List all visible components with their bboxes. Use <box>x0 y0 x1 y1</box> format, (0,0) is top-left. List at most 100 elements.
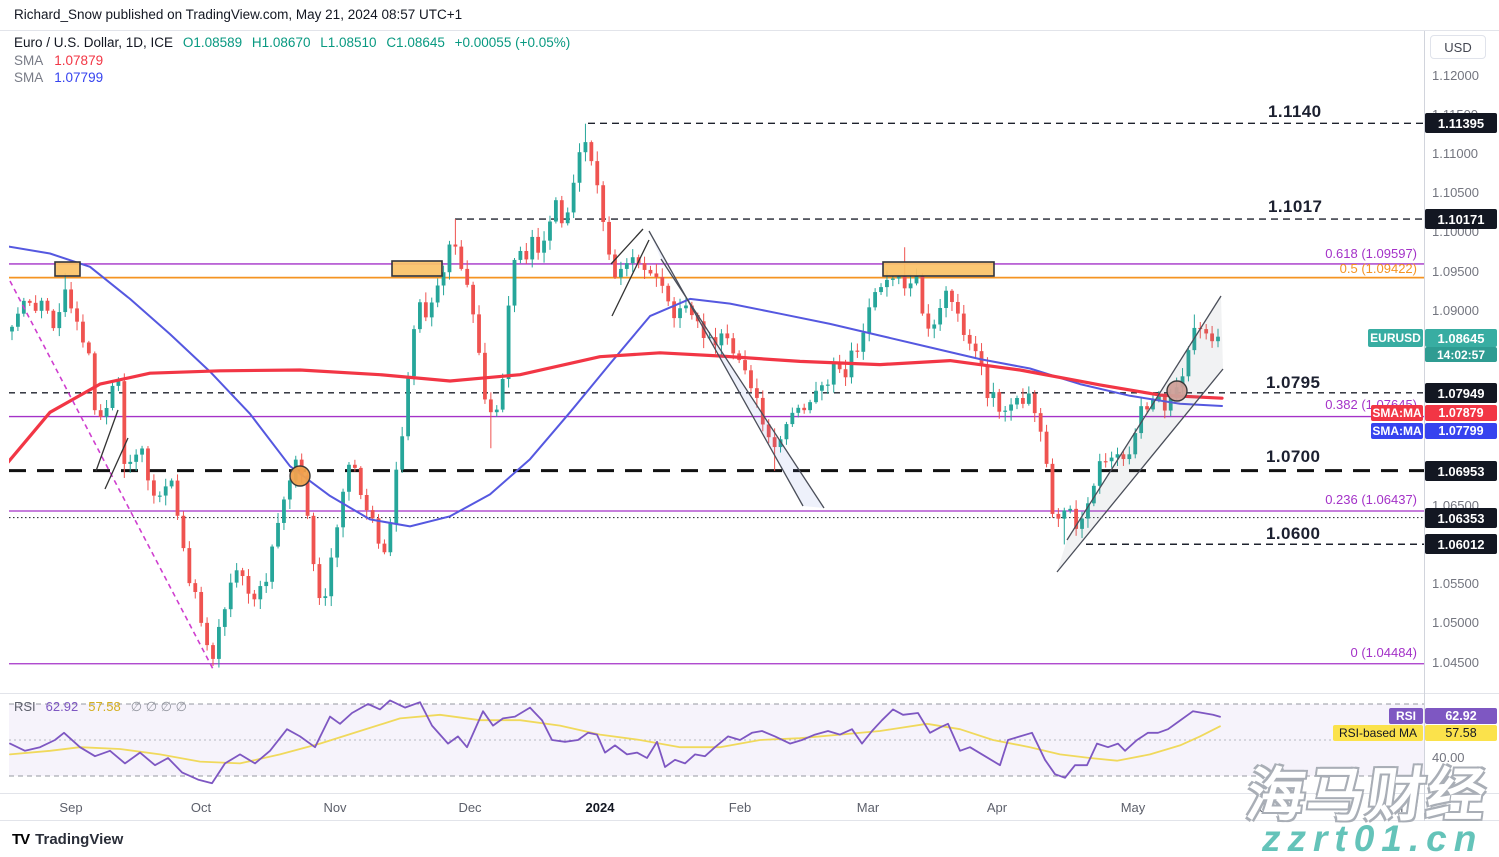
price-tick-1.05000: 1.05000 <box>1432 615 1479 630</box>
supply-zone-box-1[interactable] <box>54 261 81 277</box>
candlestick-series <box>10 123 1220 668</box>
jan-down-channel-fill[interactable] <box>649 231 824 508</box>
time-label-2024[interactable]: 2024 <box>585 800 615 815</box>
rsi-ma-value-flag: 57.58 <box>1425 725 1497 741</box>
sma-blue-flag: SMA:MA <box>1371 423 1423 439</box>
symbol-title: Euro / U.S. Dollar, 1D, ICE <box>14 35 174 50</box>
close-value: C1.08645 <box>386 35 445 50</box>
symbol-legend-row[interactable]: Euro / U.S. Dollar, 1D, ICE O1.08589 H1.… <box>14 35 570 50</box>
sma-red-flag: SMA:MA <box>1371 405 1423 421</box>
high-value: H1.08670 <box>251 35 311 50</box>
rsi-legend-empty-slots: ∅ ∅ ∅ ∅ <box>130 699 187 714</box>
open-value: O1.08589 <box>182 35 243 50</box>
price-axis-divider <box>1424 31 1425 821</box>
low-value: L1.08510 <box>320 35 377 50</box>
level-flag-1.06353: 1.06353 <box>1425 508 1497 528</box>
ohlc-values: O1.08589 H1.08670 L1.08510 C1.08645 +0.0… <box>177 35 570 50</box>
price-tick-1.11000: 1.11000 <box>1432 146 1479 161</box>
price-tick-1.10500: 1.10500 <box>1432 185 1479 200</box>
level-flag-1.07949: 1.07949 <box>1425 383 1497 403</box>
may-up-channel-line-2[interactable] <box>1056 368 1224 573</box>
time-axis-top-divider <box>0 793 1499 794</box>
time-label-Sep[interactable]: Sep <box>59 800 83 815</box>
level-flag-1.06012: 1.06012 <box>1425 534 1497 554</box>
sma-blue-line[interactable] <box>8 245 1223 528</box>
rsi-ma-legend-value: 57.58 <box>88 699 121 714</box>
key-level-label-1.1140: 1.1140 <box>1268 102 1322 121</box>
time-label-Nov[interactable]: Nov <box>323 800 347 815</box>
currency-toggle-button[interactable]: USD <box>1430 35 1486 59</box>
time-label-Oct[interactable]: Oct <box>190 800 212 815</box>
sma2-legend-row[interactable]: SMA 1.07799 <box>14 70 103 85</box>
change-value: +0.00055 (+0.05%) <box>454 35 571 50</box>
supply-zone-box-2[interactable] <box>391 260 443 277</box>
jan-flag-2[interactable] <box>610 228 644 265</box>
tradingview-logo-icon: TV <box>12 831 30 848</box>
sep-flag-2[interactable] <box>104 437 129 490</box>
key-level-label-1.0600: 1.0600 <box>1266 524 1321 543</box>
price-tick-1.05500: 1.05500 <box>1432 576 1479 591</box>
supply-zone-box-3[interactable] <box>882 261 995 277</box>
price-tick-1.09000: 1.09000 <box>1432 303 1479 318</box>
jan-flag-1[interactable] <box>611 239 650 317</box>
time-label-Jul[interactable]: Jul <box>1386 800 1404 815</box>
rsi-axis-tick: 40.00 <box>1432 750 1465 765</box>
bar-countdown: 14:02:57 <box>1425 347 1497 362</box>
fib-label-0.236: 0.236 (1.06437) <box>1325 492 1417 507</box>
price-tick-1.04500: 1.04500 <box>1432 655 1479 670</box>
price-tick-1.09500: 1.09500 <box>1432 264 1479 279</box>
circle-marker-2[interactable] <box>1166 380 1188 402</box>
last-price-flag: 1.08645 <box>1425 329 1497 347</box>
pane-divider <box>0 693 1499 694</box>
price-tick-1.12000: 1.12000 <box>1432 68 1479 83</box>
may-up-channel-line-1[interactable] <box>1066 295 1222 541</box>
rsi-value-flag: 62.92 <box>1425 708 1497 724</box>
footer-brand[interactable]: TV TradingView <box>12 831 123 848</box>
time-axis-bottom-divider <box>0 820 1499 821</box>
level-flag-1.11395: 1.11395 <box>1425 113 1497 133</box>
jan-down-channel-line-1[interactable] <box>648 230 804 507</box>
key-level-label-1.0795: 1.0795 <box>1266 373 1321 392</box>
may-up-channel-fill[interactable] <box>1057 296 1223 572</box>
rsi-ma-flag: RSI-based MA <box>1333 725 1423 741</box>
fib-label-0.5: 0.5 (1.09422) <box>1339 261 1417 276</box>
key-level-label-1.1017: 1.1017 <box>1268 197 1323 216</box>
rsi-based-ma-line[interactable] <box>9 713 1221 765</box>
sma-red-value-flag: 1.07879 <box>1425 405 1497 421</box>
rsi-line[interactable] <box>9 699 1221 785</box>
level-flag-1.06953: 1.06953 <box>1425 461 1497 481</box>
time-label-Jun[interactable]: Jun <box>1259 800 1281 815</box>
circle-marker-1[interactable] <box>289 465 311 487</box>
rsi-pane[interactable] <box>9 699 1424 785</box>
level-flag-1.10171: 1.10171 <box>1425 209 1497 229</box>
sma1-value: 1.07879 <box>54 53 104 68</box>
time-label-Feb[interactable]: Feb <box>728 800 752 815</box>
rsi-legend-value: 62.92 <box>45 699 79 714</box>
sma1-legend-row[interactable]: SMA 1.07879 <box>14 53 103 68</box>
fib-label-0: 0 (1.04484) <box>1350 645 1418 660</box>
time-label-Apr[interactable]: Apr <box>986 800 1008 815</box>
sma2-label: SMA <box>14 70 43 85</box>
tradingview-brand-text: TradingView <box>35 831 124 848</box>
rsi-legend-title: RSI <box>14 699 36 714</box>
symbol-flag: EURUSD <box>1368 329 1423 347</box>
sma1-label: SMA <box>14 53 43 68</box>
main-pane[interactable] <box>8 122 1424 670</box>
fib-label-0.618: 0.618 (1.09597) <box>1325 246 1417 261</box>
watermark-url-text: zzrt01.cn <box>1262 818 1484 857</box>
author-byline: Richard_Snow published on TradingView.co… <box>14 7 463 22</box>
rsi-flag: RSI <box>1389 708 1423 724</box>
rsi-legend[interactable]: RSI 62.92 57.58 ∅ ∅ ∅ ∅ <box>14 699 187 715</box>
sma-red-line[interactable] <box>8 351 1224 464</box>
sma-blue-value-flag: 1.07799 <box>1425 423 1497 439</box>
time-label-Dec[interactable]: Dec <box>458 800 482 815</box>
sma2-value: 1.07799 <box>54 70 104 85</box>
sep-flag-1[interactable] <box>95 409 119 472</box>
header-divider <box>0 30 1499 31</box>
time-label-May[interactable]: May <box>1120 800 1146 815</box>
jan-down-channel-line-2[interactable] <box>660 258 825 509</box>
time-label-Mar[interactable]: Mar <box>856 800 880 815</box>
key-level-label-1.0700: 1.0700 <box>1266 447 1321 466</box>
